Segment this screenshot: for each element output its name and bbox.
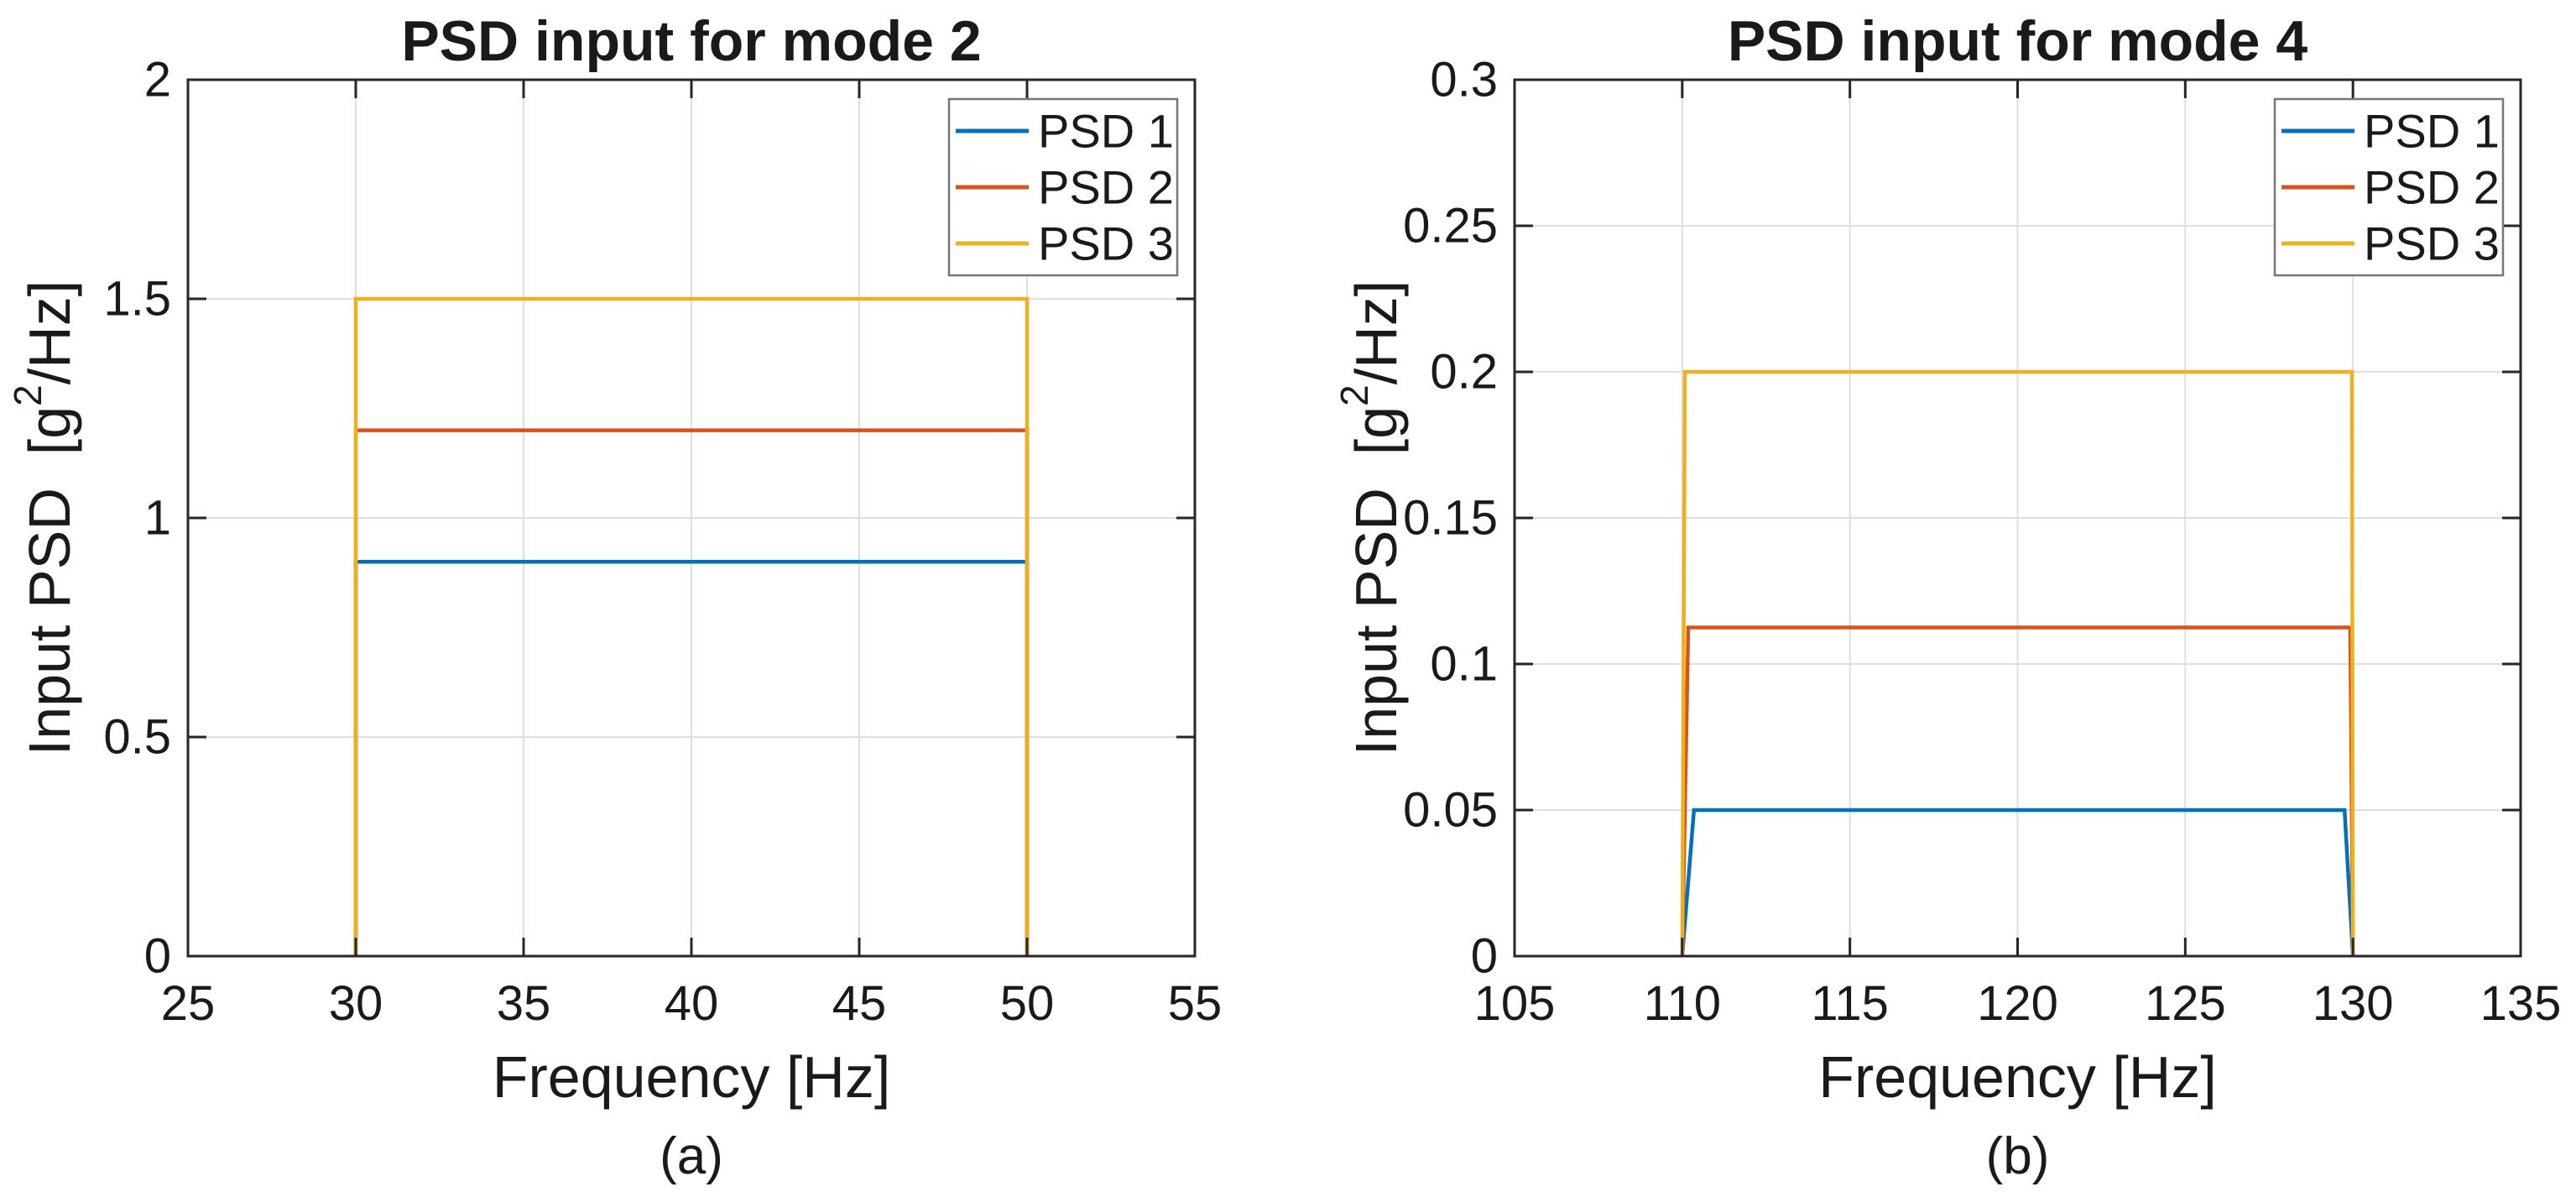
x-tick-label: 120 <box>1977 976 2058 1031</box>
x-tick-label: 45 <box>832 976 887 1031</box>
x-tick-label: 55 <box>1168 976 1223 1031</box>
x-tick-label: 25 <box>161 976 216 1031</box>
x-tick-label: 115 <box>1811 976 1888 1031</box>
subplot-caption: (a) <box>660 1127 723 1185</box>
x-tick-label: 135 <box>2480 976 2562 1031</box>
y-tick-label: 0.5 <box>103 710 171 765</box>
legend-entry: PSD 2 <box>2281 161 2500 214</box>
x-tick-label: 35 <box>497 976 551 1031</box>
legend-label: PSD 3 <box>2364 217 2500 270</box>
x-tick-label: 130 <box>2313 976 2394 1031</box>
x-tick-label: 40 <box>665 976 719 1031</box>
legend-label: PSD 1 <box>2364 105 2500 158</box>
legend-entry: PSD 3 <box>2281 217 2500 270</box>
y-axis-label: Input PSD [g2/Hz] <box>6 280 82 755</box>
x-tick-label: 110 <box>1644 976 1721 1031</box>
x-axis-label: Frequency [Hz] <box>493 1044 891 1110</box>
legend-entry: PSD 3 <box>956 217 1174 270</box>
y-tick-label: 0 <box>144 929 171 984</box>
series-line-psd-3 <box>353 296 1030 956</box>
legend-entry: PSD 1 <box>956 105 1174 158</box>
y-tick-label: 0.2 <box>1430 345 1498 400</box>
y-tick-label: 1 <box>144 491 171 546</box>
x-tick-label: 30 <box>329 976 383 1031</box>
y-tick-label: 0.1 <box>1430 637 1498 692</box>
psd-chart-panel-a: 25 30 35 40 45 50 55 0 0.5 1 1.5 2 PSD input for mod… <box>6 9 1222 1185</box>
series-line-psd-1 <box>1680 808 2355 957</box>
chart-title: PSD input for mode 4 <box>1728 9 2308 73</box>
x-tick-label: 105 <box>1474 976 1556 1031</box>
y-tick-label: 0.3 <box>1430 53 1498 107</box>
x-tick-label: 125 <box>2145 976 2226 1031</box>
legend-entry: PSD 1 <box>2281 105 2500 158</box>
y-tick-label: 0 <box>1471 929 1498 984</box>
y-tick-label: 0.05 <box>1403 783 1498 838</box>
legend-label: PSD 2 <box>2364 161 2500 214</box>
y-axis-label: Input PSD [g2/Hz] <box>1332 280 1409 755</box>
legend-label: PSD 3 <box>1038 217 1174 270</box>
y-tick-label: 0.15 <box>1403 491 1498 546</box>
legend-label: PSD 1 <box>1038 105 1174 158</box>
y-tick-label: 2 <box>144 53 171 107</box>
psd-chart-panel-b: 105 110 115 120 125 130 135 0 0.05 0.1 0.15 0.2 0.25… <box>1332 9 2561 1185</box>
y-tick-label: 0.25 <box>1403 199 1498 254</box>
chart-title: PSD input for mode 2 <box>401 9 981 73</box>
y-tick-label: 1.5 <box>103 272 171 327</box>
legend-entry: PSD 2 <box>956 161 1174 214</box>
x-axis-label: Frequency [Hz] <box>1818 1044 2217 1110</box>
series-line-psd-3 <box>1680 369 2355 957</box>
x-tick-label: 50 <box>1000 976 1055 1031</box>
legend-label: PSD 2 <box>1038 161 1174 214</box>
subplot-caption: (b) <box>1986 1127 2050 1185</box>
